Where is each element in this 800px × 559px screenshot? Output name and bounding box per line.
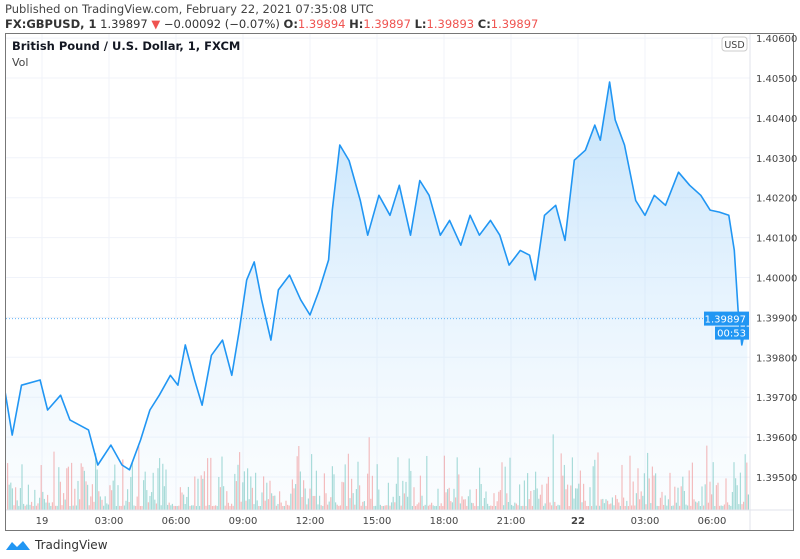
symbol-name: FX:GBPUSD, 1 — [5, 17, 97, 31]
y-tick-label: 1.39900 — [756, 313, 797, 324]
high-value: 1.39897 — [363, 17, 411, 31]
current-price-value: 1.39897 — [705, 315, 746, 326]
close-value: 1.39897 — [490, 17, 539, 31]
published-caption: Published on TradingView.com, February 2… — [5, 2, 374, 16]
y-tick-label: 1.40600 — [756, 34, 797, 45]
chart-frame — [5, 33, 794, 531]
close-label: C: — [477, 17, 491, 31]
currency-badge-label: USD — [724, 40, 744, 51]
open-label: O: — [283, 17, 298, 31]
price-line — [6, 81, 749, 471]
footer-brand[interactable]: TradingView — [35, 538, 108, 552]
y-tick-label: 1.40000 — [756, 274, 797, 285]
y-tick-label: 1.40100 — [756, 234, 797, 245]
x-tick-label: 12:00 — [296, 516, 325, 527]
open-value: 1.39894 — [297, 17, 346, 31]
y-tick-label: 1.40400 — [756, 114, 797, 125]
x-tick-label: 06:00 — [162, 516, 191, 527]
x-tick-label: 19 — [36, 516, 49, 527]
high-label: H: — [349, 17, 364, 31]
y-tick-label: 1.39500 — [756, 473, 797, 484]
symbol-legend: FX:GBPUSD, 1 1.39897 ▼ −0.00092 (−0.07%)… — [5, 17, 538, 31]
countdown-tag — [715, 326, 749, 340]
last-price: 1.39897 — [100, 17, 148, 31]
countdown-value: 00:53 — [717, 329, 746, 340]
y-tick-label: 1.40300 — [756, 154, 797, 165]
chart-title: British Pound / U.S. Dollar, 1, FXCM — [12, 39, 241, 53]
price-change: −0.00092 (−0.07%) — [163, 17, 280, 31]
x-tick-label: 03:00 — [631, 516, 660, 527]
current-price-tag — [704, 311, 749, 326]
y-tick-label: 1.39800 — [756, 353, 797, 364]
x-tick-label: 06:00 — [698, 516, 727, 527]
y-tick-label: 1.40500 — [756, 74, 797, 85]
x-tick-label: 18:00 — [430, 516, 459, 527]
y-tick-label: 1.39700 — [756, 393, 797, 404]
y-tick-label: 1.40200 — [756, 194, 797, 205]
volume-bar — [747, 494, 749, 510]
x-tick-label: 09:00 — [229, 516, 258, 527]
low-value: 1.39893 — [426, 17, 475, 31]
volume-label: Vol — [12, 56, 29, 69]
currency-badge[interactable] — [721, 36, 748, 52]
y-tick-label: 1.39600 — [756, 433, 797, 444]
x-tick-label: 22 — [571, 516, 585, 527]
down-arrow-icon: ▼ — [151, 17, 161, 31]
x-tick-label: 03:00 — [95, 516, 124, 527]
footer: TradingView — [5, 538, 108, 552]
x-tick-label: 15:00 — [363, 516, 392, 527]
low-label: L: — [414, 17, 427, 31]
price-area-fill — [6, 82, 748, 510]
x-tick-label: 21:00 — [497, 516, 526, 527]
tradingview-logo-icon — [6, 541, 30, 550]
